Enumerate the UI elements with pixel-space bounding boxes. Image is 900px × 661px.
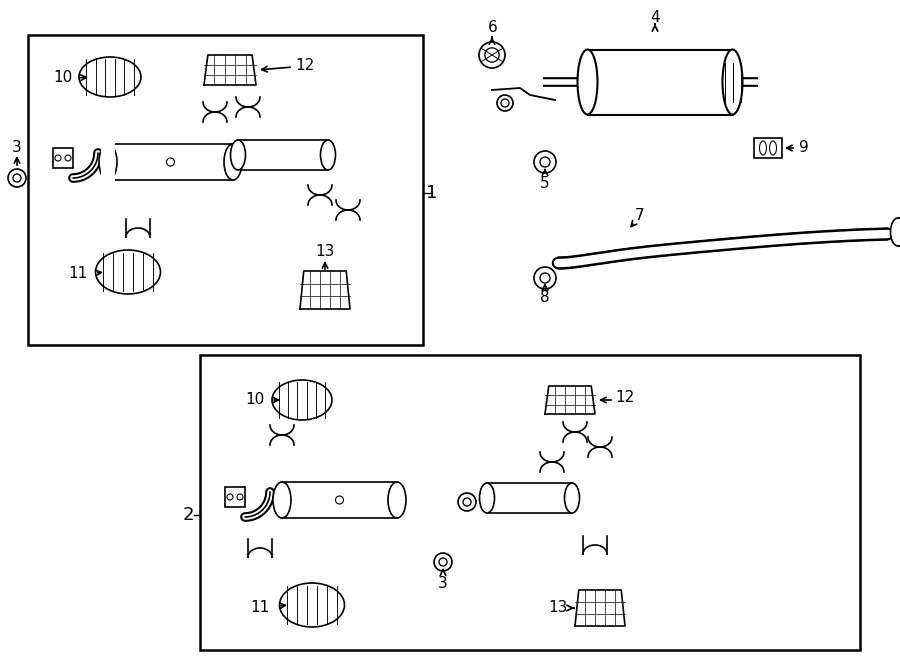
Text: 10: 10	[246, 393, 265, 407]
Bar	[28, 35, 423, 345]
Circle shape	[13, 174, 21, 182]
Bar	[282, 482, 397, 518]
Bar	[200, 355, 860, 650]
Circle shape	[540, 273, 550, 283]
Text: 13: 13	[315, 245, 335, 260]
Ellipse shape	[224, 144, 242, 180]
Ellipse shape	[723, 50, 742, 114]
Text: 2: 2	[182, 506, 194, 524]
Text: 8: 8	[540, 290, 550, 305]
Circle shape	[534, 151, 556, 173]
Circle shape	[166, 158, 175, 166]
Ellipse shape	[890, 218, 900, 246]
Text: 13: 13	[548, 600, 568, 615]
Text: 11: 11	[68, 266, 87, 280]
Polygon shape	[300, 271, 350, 309]
Text: 6: 6	[488, 20, 498, 34]
Ellipse shape	[320, 140, 336, 170]
Text: 3: 3	[438, 576, 448, 590]
Circle shape	[540, 157, 550, 167]
Text: 9: 9	[799, 141, 809, 155]
Bar	[487, 483, 572, 513]
Ellipse shape	[760, 141, 767, 155]
Circle shape	[501, 99, 509, 107]
Text: 12: 12	[616, 391, 634, 405]
Text: 10: 10	[53, 71, 73, 85]
Circle shape	[479, 42, 505, 68]
Ellipse shape	[388, 482, 406, 518]
Ellipse shape	[95, 250, 160, 294]
Ellipse shape	[272, 380, 332, 420]
Ellipse shape	[770, 141, 777, 155]
Text: 4: 4	[650, 9, 660, 24]
Bar	[754, 138, 782, 158]
Ellipse shape	[480, 483, 494, 513]
Circle shape	[227, 494, 233, 500]
Circle shape	[336, 496, 344, 504]
Bar	[108, 144, 233, 180]
Circle shape	[458, 493, 476, 511]
Text: 5: 5	[540, 176, 550, 190]
Circle shape	[439, 558, 447, 566]
Text: 11: 11	[250, 600, 270, 615]
Text: 1: 1	[427, 184, 437, 202]
Bar	[238, 140, 328, 170]
Circle shape	[534, 267, 556, 289]
Circle shape	[65, 155, 71, 161]
Circle shape	[485, 48, 500, 62]
Bar	[588, 50, 733, 114]
Circle shape	[497, 95, 513, 111]
Bar	[53, 148, 73, 168]
Polygon shape	[204, 55, 256, 85]
Text: 3: 3	[12, 141, 22, 155]
Bar	[225, 487, 245, 507]
Circle shape	[434, 553, 452, 571]
Circle shape	[8, 169, 26, 187]
Polygon shape	[545, 386, 595, 414]
Text: 12: 12	[295, 58, 315, 73]
Circle shape	[463, 498, 471, 506]
Circle shape	[55, 155, 61, 161]
Bar	[898, 218, 900, 246]
Ellipse shape	[99, 144, 117, 180]
Circle shape	[237, 494, 243, 500]
Ellipse shape	[564, 483, 580, 513]
Polygon shape	[575, 590, 625, 626]
Ellipse shape	[273, 482, 291, 518]
Text: 7: 7	[635, 208, 644, 223]
Ellipse shape	[578, 50, 598, 114]
Ellipse shape	[280, 583, 345, 627]
Ellipse shape	[230, 140, 246, 170]
Ellipse shape	[79, 57, 141, 97]
